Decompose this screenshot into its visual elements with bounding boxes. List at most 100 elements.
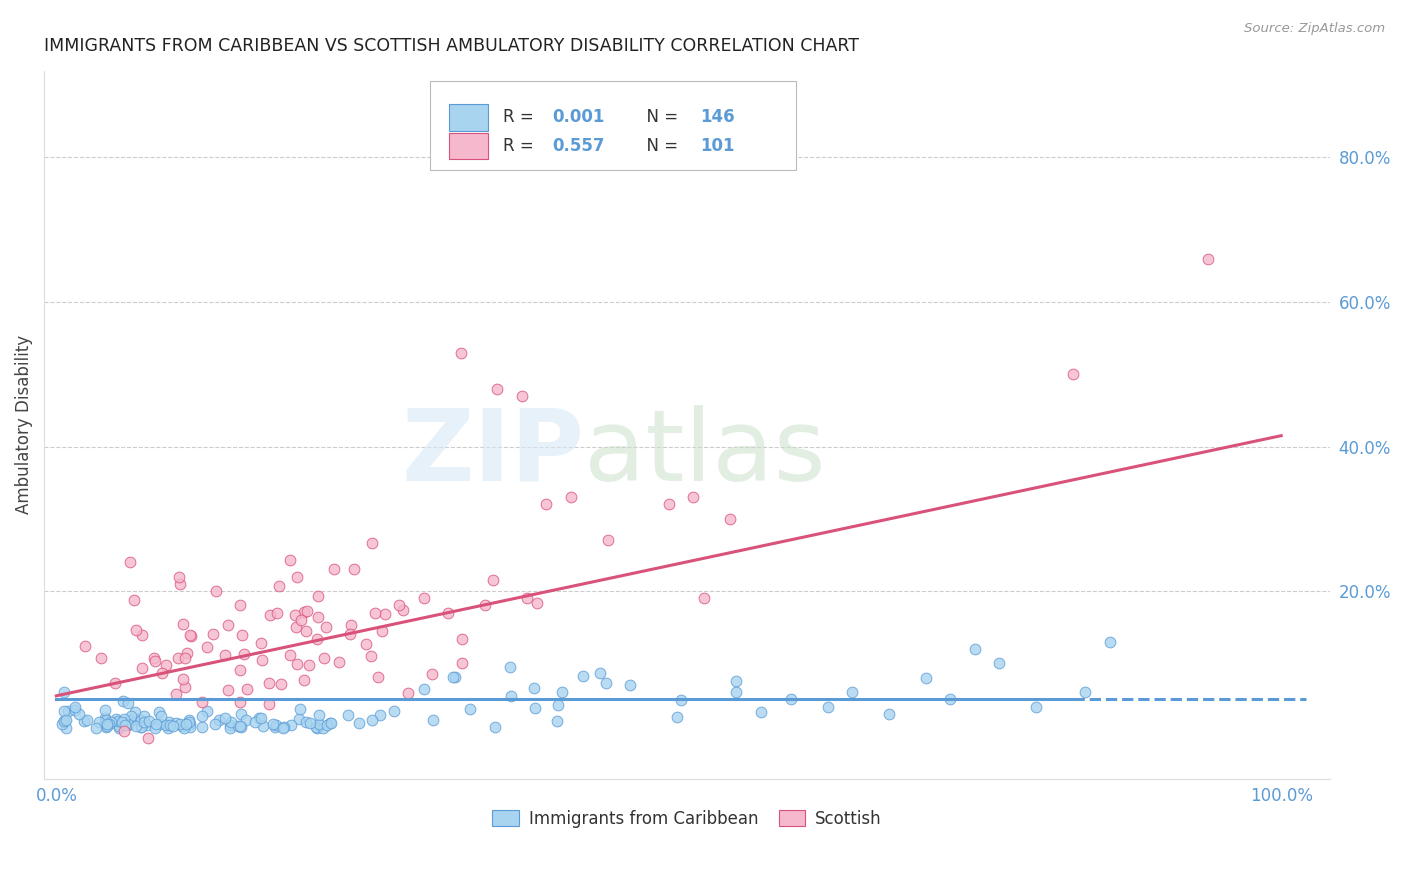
Point [484,720,506,734]
Point [319,716,342,731]
Point [441,670,464,684]
Point [510,389,533,403]
Point [94,703,117,717]
Point [692,591,714,606]
Text: IMMIGRANTS FROM CARIBBEAN VS SCOTTISH AMBULATORY DISABILITY CORRELATION CHART: IMMIGRANTS FROM CARIBBEAN VS SCOTTISH AM… [44,37,859,55]
Point [516,591,538,605]
Point [108,721,131,735]
Point [156,721,179,735]
Point [267,579,290,593]
Point [308,610,330,624]
Point [174,650,197,665]
Point [437,606,460,620]
Point [231,628,253,642]
Point [100,715,122,730]
Point [550,685,572,699]
Point [294,624,316,638]
Point [284,608,307,623]
Point [287,712,309,726]
Point [214,711,236,725]
Point [658,497,681,511]
Point [229,695,252,709]
Point [52,685,75,699]
Point [364,606,387,620]
Point [361,536,384,550]
Point [55,713,77,727]
Point [340,618,363,632]
Point [65,703,87,717]
Point [118,713,141,727]
Point [382,704,405,718]
Point [322,562,344,576]
Point [118,555,141,569]
Point [136,731,159,746]
Point [308,716,330,731]
Point [270,676,292,690]
Point [229,706,252,721]
Point [218,718,240,732]
Point [125,718,148,732]
Point [285,570,308,584]
Point [307,589,329,603]
Point [136,718,159,732]
Point [233,647,256,661]
Point [107,714,129,728]
Point [546,714,568,729]
Point [294,715,316,730]
Point [304,720,326,734]
Point [368,708,391,723]
Point [195,640,218,655]
Text: Source: ZipAtlas.com: Source: ZipAtlas.com [1244,22,1385,36]
Point [52,714,75,728]
Point [589,665,612,680]
Point [191,695,214,709]
Point [52,714,75,729]
Point [159,714,181,729]
Point [93,711,115,725]
Point [114,718,136,732]
Point [669,692,692,706]
Point [117,718,139,732]
Point [162,719,184,733]
Point [374,607,396,622]
FancyBboxPatch shape [450,104,488,131]
Point [307,721,329,735]
Point [273,720,295,734]
Y-axis label: Ambulatory Disability: Ambulatory Disability [15,335,32,515]
Point [179,628,201,642]
Text: N =: N = [636,109,683,127]
Point [486,382,509,396]
Point [117,716,139,731]
Point [595,676,617,690]
Point [560,490,582,504]
Point [482,574,505,588]
Point [388,599,411,613]
Point [252,719,274,733]
Point [1197,252,1219,266]
Point [114,723,136,738]
Point [179,720,201,734]
Point [167,569,190,583]
Point [312,650,335,665]
Point [963,641,986,656]
Point [257,675,280,690]
Point [87,714,110,729]
Point [292,605,315,619]
Point [285,657,308,671]
Point [143,721,166,735]
Point [354,637,377,651]
Point [682,490,704,504]
Text: 0.001: 0.001 [553,109,605,127]
Point [155,718,177,732]
Point [280,718,302,732]
Point [76,713,98,727]
Point [250,636,273,650]
Point [292,673,315,688]
Point [149,717,172,731]
Point [111,714,134,729]
Point [132,714,155,729]
Point [131,713,153,727]
Point [155,657,177,672]
Point [179,717,201,731]
Point [112,694,135,708]
